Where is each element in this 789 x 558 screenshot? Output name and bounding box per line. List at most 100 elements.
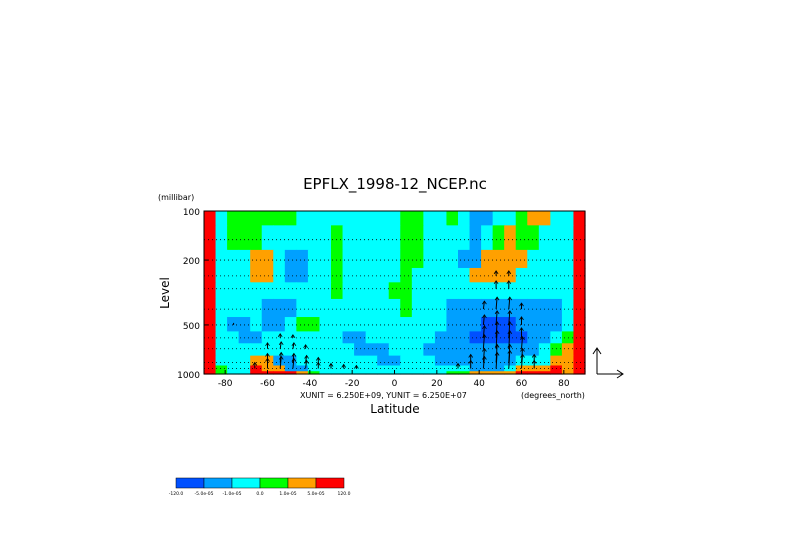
field-cell (504, 317, 517, 332)
field-cell (331, 343, 344, 357)
flux-arrow (482, 325, 487, 338)
field-cell (561, 267, 575, 283)
field-cell (204, 249, 217, 269)
field-cell (388, 317, 401, 332)
flux-arrow (519, 327, 524, 338)
field-cell (261, 365, 274, 372)
field-cell (204, 331, 217, 344)
field-cell (307, 298, 321, 318)
arrow-head (278, 351, 284, 356)
field-cell (261, 317, 274, 332)
field-cell (273, 371, 286, 375)
colorbar-swatch (175, 477, 205, 489)
arrow-head (507, 330, 513, 335)
colorbar-label: 1.0e-05 (279, 491, 296, 497)
arrow-shaft (305, 360, 308, 369)
flux-arrow (291, 352, 297, 363)
arrow-shaft (292, 353, 295, 363)
field-cell (400, 211, 413, 226)
flux-arrow (519, 302, 524, 310)
field-cell (238, 343, 251, 357)
field-cell (284, 298, 297, 318)
field-cell (527, 249, 540, 269)
arrow-shaft (508, 321, 511, 338)
field-cell (261, 282, 274, 300)
field-cell (388, 267, 401, 283)
field-cell (458, 355, 471, 367)
arrow-head (493, 280, 499, 285)
field-cell (573, 343, 586, 357)
field-cell (365, 282, 378, 300)
x-tick-label: 60 (516, 379, 528, 389)
flux-arrow (290, 334, 296, 339)
field-cell (331, 331, 344, 344)
field-cell (250, 343, 263, 357)
flux-arrow (494, 330, 500, 349)
field-cell (538, 355, 551, 367)
field-cell (238, 355, 251, 367)
field-cell (400, 298, 413, 318)
arrow-head (531, 353, 537, 358)
field-cell (261, 298, 274, 318)
field-cell (331, 371, 344, 375)
field-cell (227, 211, 240, 226)
field-cell (538, 298, 551, 318)
field-cell (504, 365, 517, 372)
field-cell (319, 355, 332, 367)
field-cell (365, 355, 378, 367)
field-cell (215, 355, 228, 367)
arrow-shaft (482, 314, 485, 325)
arrow-head (328, 362, 334, 367)
field-cell (561, 331, 575, 344)
arrow-shaft (508, 297, 511, 310)
field-cell (342, 225, 355, 251)
arrow-head (482, 325, 487, 330)
field-cell (227, 225, 240, 251)
field-cell (400, 317, 413, 332)
field-cell (573, 298, 586, 318)
field-cell (227, 355, 240, 367)
field-cell (411, 371, 424, 375)
chart-title: EPFLX_1998-12_NCEP.nc (303, 175, 487, 194)
x-tick-label: -60 (260, 379, 275, 389)
field-cell (273, 331, 286, 344)
field-cell (204, 282, 217, 300)
field-cell (365, 317, 378, 332)
field-cell (527, 298, 540, 318)
field-cell (388, 331, 401, 344)
field-cell (411, 317, 424, 332)
field-cell (250, 211, 263, 226)
colorbar-swatch (203, 477, 233, 489)
field-cell (227, 249, 240, 269)
field-cell (250, 371, 263, 375)
field-cell (365, 371, 378, 375)
field-cell (377, 249, 390, 269)
colorbar-swatch (231, 477, 261, 489)
arrow-shaft (508, 330, 511, 349)
field-cell (550, 282, 563, 300)
field-cell (481, 267, 494, 283)
field-cell (365, 343, 378, 357)
arrow-head (291, 342, 297, 347)
field-cell (446, 282, 459, 300)
arrow-head (519, 316, 524, 321)
field-cell (538, 317, 551, 332)
field-cell (204, 211, 217, 226)
flux-arrow (493, 280, 499, 289)
flux-arrow (265, 352, 270, 363)
arrow-head (506, 270, 512, 275)
arrow-head (494, 310, 500, 315)
arrow-shaft (482, 348, 485, 363)
arrow-head (493, 270, 499, 275)
field-cell (458, 317, 471, 332)
flux-arrow (507, 296, 513, 310)
arrow-head (507, 310, 513, 315)
field-cell (423, 225, 436, 251)
field-cell (411, 211, 424, 226)
field-cell (238, 298, 251, 318)
field-cell (446, 225, 459, 251)
field-cell (527, 355, 540, 367)
field-cell (434, 355, 448, 367)
flux-arrow (291, 357, 297, 369)
field-cell (273, 343, 286, 357)
